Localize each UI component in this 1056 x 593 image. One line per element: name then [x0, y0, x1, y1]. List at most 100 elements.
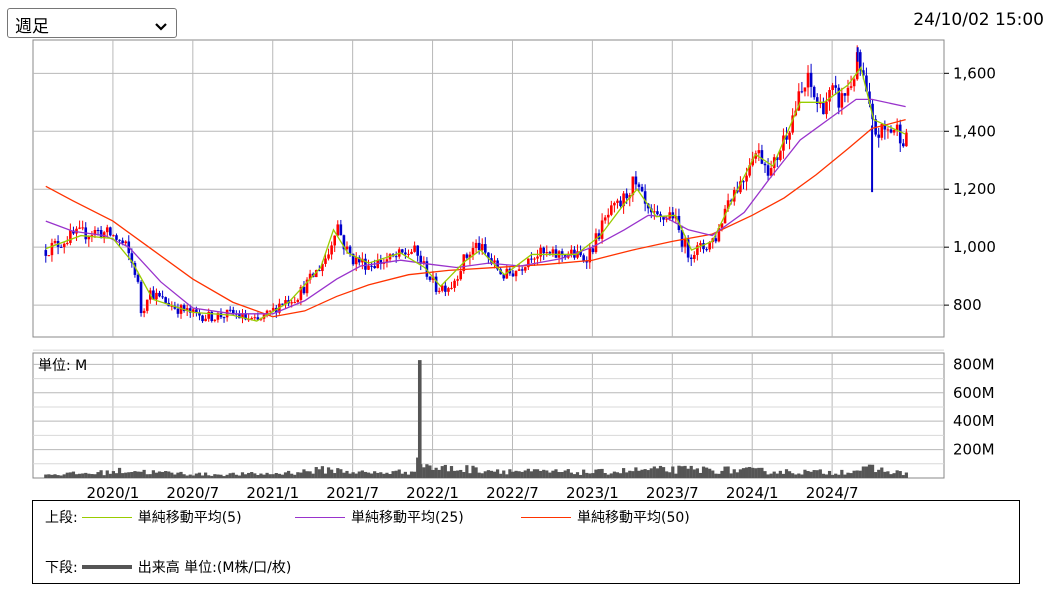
volume-bar: [748, 466, 752, 478]
volume-bar: [575, 472, 580, 478]
volume-bar: [800, 474, 804, 478]
volume-bar: [680, 466, 684, 478]
volume-bar: [594, 469, 598, 478]
candle-body: [898, 124, 902, 144]
volume-bar: [50, 474, 54, 478]
volume-bar: [431, 469, 435, 478]
x-tick-label: 2020/1: [87, 484, 140, 500]
volume-bar: [563, 470, 567, 478]
volume-bar: [557, 472, 561, 478]
volume-bar: [320, 466, 325, 478]
x-tick-label: 2023/1: [566, 484, 619, 500]
x-tick-label: 2021/1: [246, 484, 299, 500]
volume-bar: [317, 469, 321, 478]
candle-body: [739, 181, 742, 193]
volume-bar: [151, 470, 155, 478]
candle-body: [207, 311, 210, 319]
volume-bar-swatch: [81, 565, 132, 569]
volume-bar: [637, 470, 641, 478]
candle-body: [779, 150, 782, 160]
candle-body: [219, 313, 223, 318]
candle-body: [643, 191, 647, 204]
volume-tick-label: 800M: [953, 355, 995, 373]
candle-body: [379, 259, 383, 264]
candle-body: [66, 242, 69, 244]
candle-body: [164, 297, 167, 303]
candle-body: [797, 91, 801, 111]
candle-body: [484, 244, 487, 253]
volume-bar: [542, 469, 546, 478]
candle-body: [410, 251, 413, 254]
timestamp: 24/10/02 15:00: [913, 10, 1044, 30]
volume-bar: [428, 465, 432, 478]
candle-body: [50, 242, 54, 256]
volume-bar: [843, 474, 847, 478]
candle-body: [800, 91, 804, 93]
volume-bar: [668, 472, 672, 478]
volume-bar: [904, 472, 908, 478]
volume-bar: [440, 466, 444, 478]
volume-bar: [806, 471, 810, 478]
volume-panel: [32, 352, 945, 479]
volume-bar: [849, 473, 853, 478]
volume-bar: [870, 464, 875, 478]
volume-bar: [237, 475, 242, 478]
candle-body: [705, 249, 708, 251]
volume-bar: [689, 465, 693, 478]
volume-bar: [47, 474, 51, 478]
candle-body: [105, 227, 109, 233]
candle-body: [477, 242, 481, 251]
candle-body: [434, 276, 438, 292]
candle-body: [570, 249, 573, 254]
volume-bar: [268, 474, 272, 478]
legend-ma5-label: 単純移動平均(5): [137, 510, 242, 526]
candle-body: [582, 255, 585, 262]
volume-bar: [302, 469, 306, 478]
volume-bar: [483, 471, 487, 478]
x-tick-label: 2020/7: [166, 484, 219, 500]
candle-body: [231, 309, 235, 314]
candle-body: [852, 79, 856, 87]
candle-body: [530, 258, 533, 260]
ma5-line-swatch: [81, 516, 132, 518]
period-select[interactable]: 週足: [7, 8, 177, 38]
volume-bar: [471, 465, 475, 478]
volume-bar: [775, 473, 779, 478]
volume-bar: [339, 469, 343, 478]
volume-bar: [397, 469, 401, 478]
volume-bar: [391, 471, 395, 478]
candle-body: [616, 200, 619, 203]
volume-bar: [465, 465, 469, 478]
volume-bar: [532, 469, 537, 478]
volume-bar: [834, 473, 838, 478]
volume-bar: [437, 469, 441, 478]
volume-bar: [603, 473, 607, 478]
price-tick-label: 1,200: [953, 180, 996, 198]
volume-bar: [87, 473, 91, 478]
volume-bar: [422, 467, 426, 478]
candle-body: [281, 303, 284, 305]
candle-body: [717, 227, 721, 242]
volume-bar: [815, 470, 819, 478]
candle-body: [846, 87, 850, 96]
volume-bar: [277, 473, 281, 478]
candle-body: [299, 286, 303, 300]
candle-body: [69, 230, 72, 243]
price-panel: [32, 39, 945, 338]
volume-bar: [468, 473, 472, 478]
candle-body: [440, 285, 444, 291]
candle-body: [895, 124, 899, 131]
volume-bar: [499, 473, 503, 478]
candle-body: [109, 227, 112, 236]
candle-body: [751, 158, 755, 166]
volume-bar: [259, 473, 263, 478]
volume-bar: [671, 466, 675, 478]
candle-body: [394, 256, 398, 258]
candle-body: [201, 315, 204, 322]
volume-bar: [585, 472, 589, 478]
volume-bar: [443, 464, 447, 478]
candle-body: [444, 285, 447, 292]
volume-bar: [160, 471, 165, 478]
candle-body: [471, 247, 475, 255]
volume-unit-label: 単位: M: [38, 358, 87, 374]
